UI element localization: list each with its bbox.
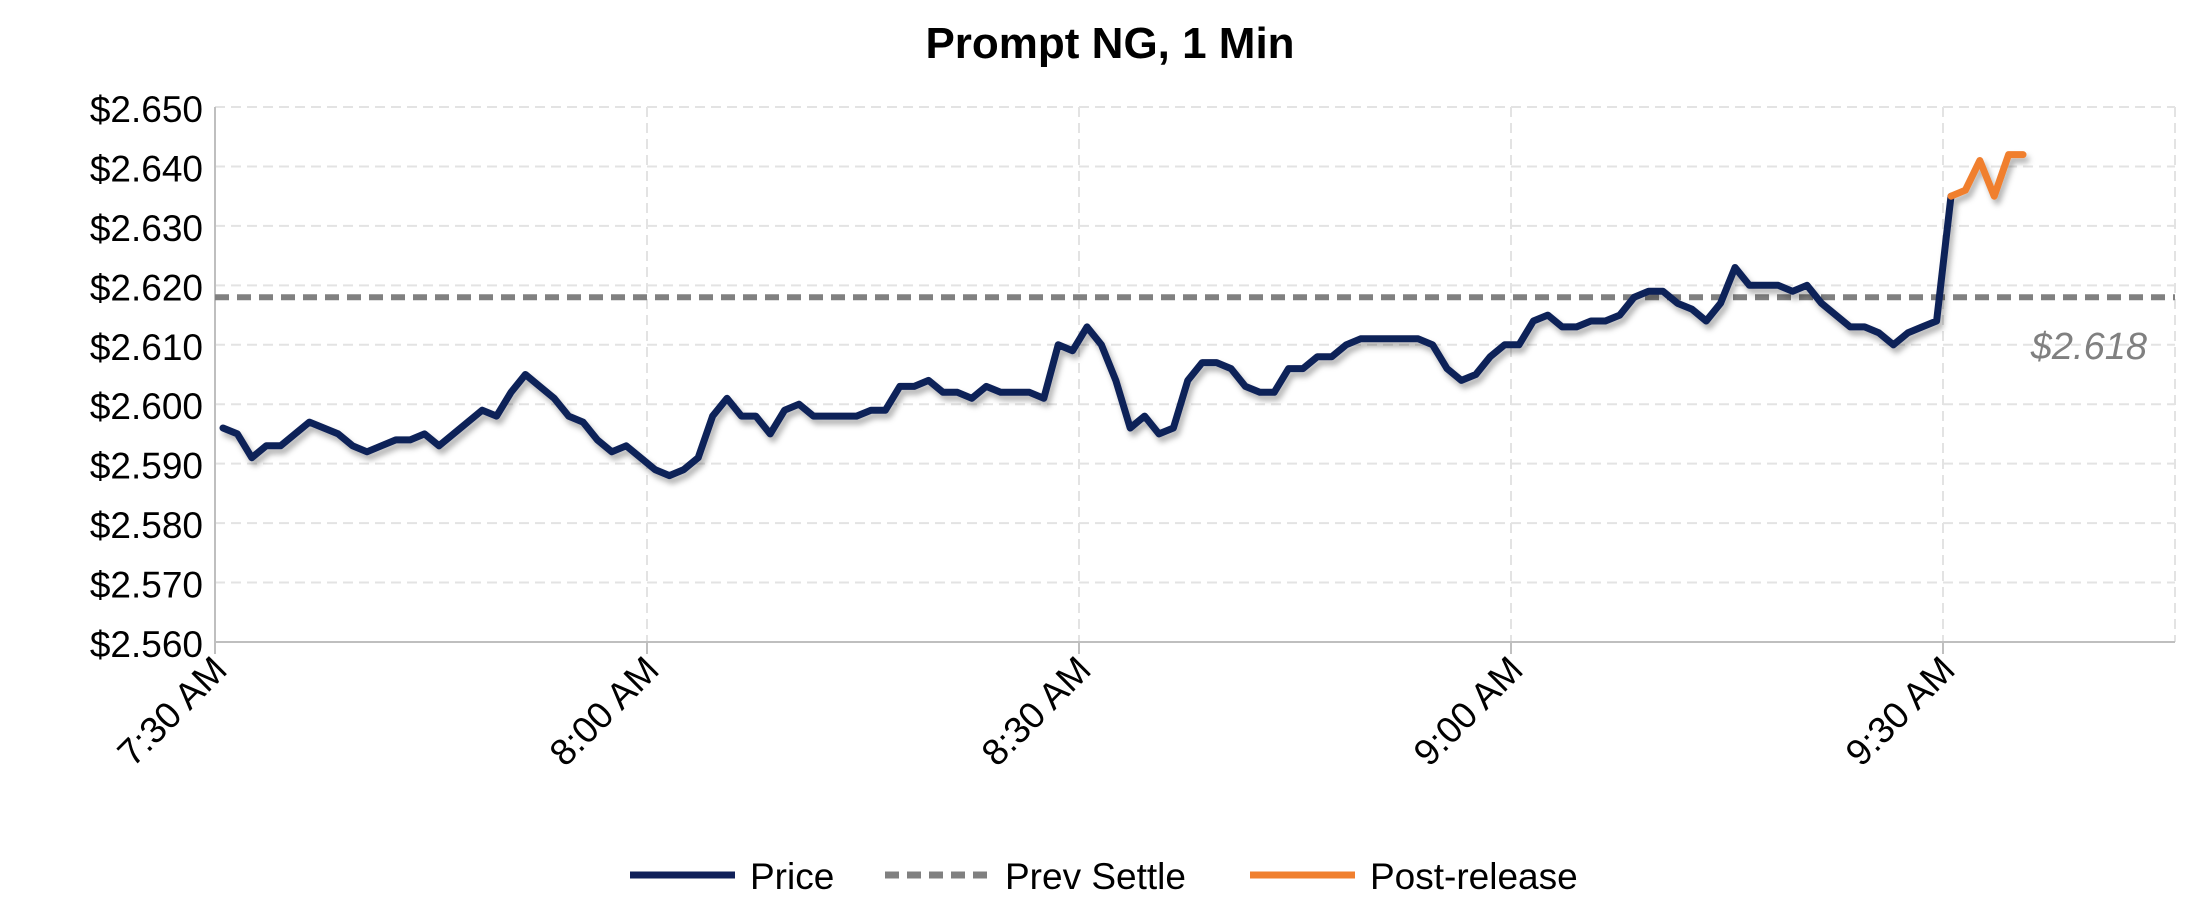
- series-line-price: [219, 192, 1955, 480]
- y-tick-label: $2.640: [90, 148, 203, 189]
- y-tick-label: $2.560: [90, 624, 203, 665]
- legend-label: Price: [750, 856, 834, 897]
- y-tick-label: $2.650: [90, 89, 203, 130]
- y-tick-label: $2.630: [90, 208, 203, 249]
- y-tick-label: $2.600: [90, 386, 203, 427]
- x-tick-label: 8:00 AM: [542, 649, 667, 774]
- series-group: [219, 151, 2027, 480]
- y-tick-label: $2.580: [90, 505, 203, 546]
- x-tick-label: 8:30 AM: [974, 649, 1099, 774]
- y-tick-label: $2.570: [90, 565, 203, 606]
- legend-label: Post-release: [1370, 856, 1578, 897]
- legend-label: Prev Settle: [1005, 856, 1186, 897]
- chart-title: Prompt NG, 1 Min: [925, 19, 1294, 68]
- x-tick-label: 7:30 AM: [110, 649, 235, 774]
- axes: $2.560 $2.570 $2.580 $2.590 $2.600 $2.610 $2.6…: [90, 89, 2175, 774]
- reference-line-group: $2.618: [215, 294, 2175, 368]
- y-tick-label: $2.610: [90, 327, 203, 368]
- y-tick-label: $2.590: [90, 446, 203, 487]
- grid-lines: [215, 106, 2176, 642]
- x-tick-label: 9:00 AM: [1406, 649, 1531, 774]
- legend: Price Prev Settle Post-release: [630, 856, 1578, 897]
- x-tick-label: 9:30 AM: [1838, 649, 1963, 774]
- y-tick-label: $2.620: [90, 267, 203, 308]
- prev-settle-value-label: $2.618: [2030, 326, 2147, 368]
- series-line-post-release: [1947, 151, 2027, 200]
